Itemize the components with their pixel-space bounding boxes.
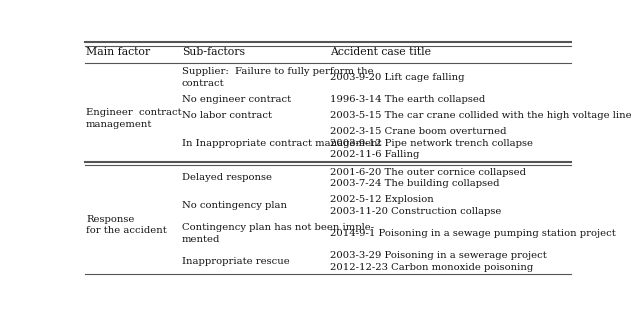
Text: for the accident: for the accident xyxy=(86,226,166,235)
Text: No contingency plan: No contingency plan xyxy=(182,201,287,210)
Text: 2002-5-12 Explosion: 2002-5-12 Explosion xyxy=(330,195,434,204)
Text: No labor contract: No labor contract xyxy=(182,111,272,120)
Text: mented: mented xyxy=(182,235,220,244)
Text: Supplier:  Failure to fully perform the: Supplier: Failure to fully perform the xyxy=(182,67,373,76)
Text: management: management xyxy=(86,120,152,129)
Text: contract: contract xyxy=(182,79,224,88)
Text: Accident case title: Accident case title xyxy=(330,47,431,57)
Text: In Inappropriate contract management: In Inappropriate contract management xyxy=(182,139,381,148)
Text: 1996-3-14 The earth collapsed: 1996-3-14 The earth collapsed xyxy=(330,95,486,104)
Text: 2003-5-15 The car crane collided with the high voltage line: 2003-5-15 The car crane collided with th… xyxy=(330,111,632,120)
Text: 2001-6-20 The outer cornice collapsed: 2001-6-20 The outer cornice collapsed xyxy=(330,168,527,177)
Text: No engineer contract: No engineer contract xyxy=(182,95,291,104)
Text: Main factor: Main factor xyxy=(86,47,150,57)
Text: Delayed response: Delayed response xyxy=(182,173,272,182)
Text: 2002-3-15 Crane boom overturned: 2002-3-15 Crane boom overturned xyxy=(330,127,507,136)
Text: Sub-factors: Sub-factors xyxy=(182,47,244,57)
Text: 2002-11-6 Falling: 2002-11-6 Falling xyxy=(330,151,420,159)
Text: Response: Response xyxy=(86,214,134,223)
Text: 2014-9-1 Poisoning in a sewage pumping station project: 2014-9-1 Poisoning in a sewage pumping s… xyxy=(330,229,616,238)
Text: Contingency plan has not been imple-: Contingency plan has not been imple- xyxy=(182,223,374,232)
Text: 2003-3-29 Poisoning in a sewerage project: 2003-3-29 Poisoning in a sewerage projec… xyxy=(330,251,547,260)
Text: Engineer  contract: Engineer contract xyxy=(86,108,182,117)
Text: 2003-7-24 The building collapsed: 2003-7-24 The building collapsed xyxy=(330,179,500,188)
Text: 2003-9-20 Lift cage falling: 2003-9-20 Lift cage falling xyxy=(330,73,465,82)
Text: 2012-12-23 Carbon monoxide poisoning: 2012-12-23 Carbon monoxide poisoning xyxy=(330,263,534,272)
Text: 2003-9-12 Pipe network trench collapse: 2003-9-12 Pipe network trench collapse xyxy=(330,139,534,148)
Text: 2003-11-20 Construction collapse: 2003-11-20 Construction collapse xyxy=(330,207,502,216)
Text: Inappropriate rescue: Inappropriate rescue xyxy=(182,257,289,266)
